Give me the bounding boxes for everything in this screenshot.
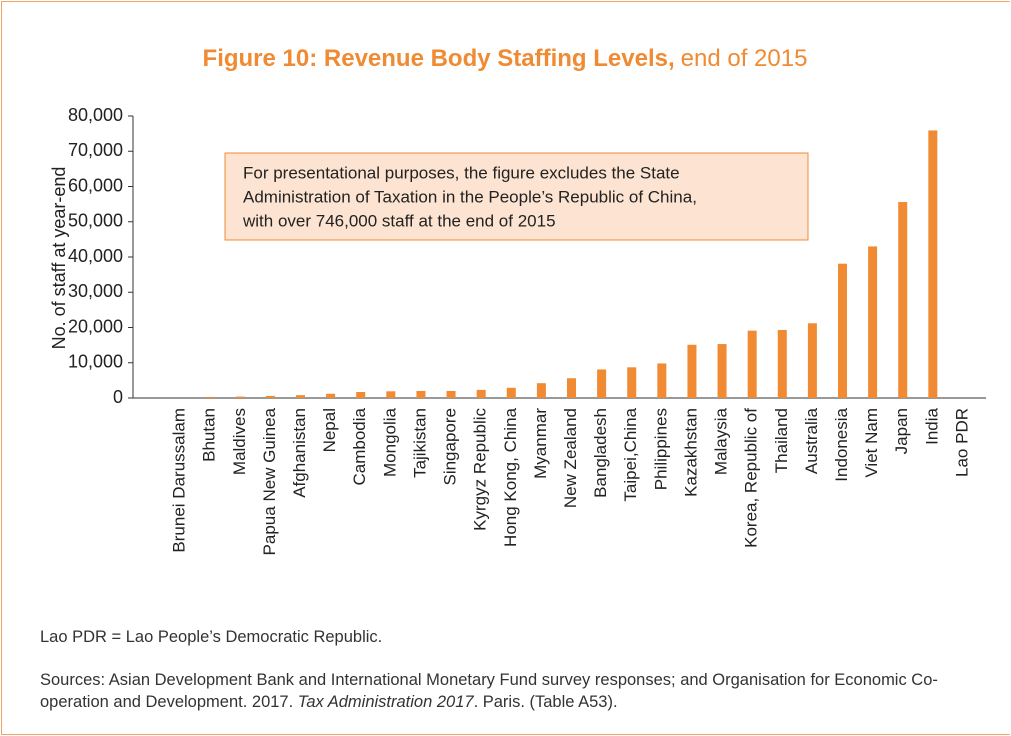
chart-heading: Figure 10: Revenue Body Staffing Levels,…	[203, 45, 808, 72]
annotation-line: For presentational purposes, the figure …	[243, 163, 680, 182]
bar	[687, 344, 697, 398]
x-tick-label: Philippines	[651, 408, 670, 490]
y-tick-label: 60,000	[68, 175, 123, 195]
x-tick-label: Bangladesh	[591, 408, 610, 498]
x-tick-label: Indonesia	[832, 407, 851, 481]
x-tick-label: Bhutan	[200, 408, 219, 462]
y-tick-label: 10,000	[68, 352, 123, 372]
x-tick-label: Japan	[892, 408, 911, 454]
annotation-box	[224, 152, 809, 241]
x-tick-label: Taipei,China	[621, 407, 640, 501]
annotation-line: with over 746,000 staff at the end of 20…	[242, 211, 556, 230]
x-tick-label: Kazakhstan	[681, 408, 700, 497]
x-tick-label: Brunei Darussalam	[170, 408, 189, 553]
bar	[476, 389, 486, 398]
bar	[747, 330, 757, 398]
bar	[567, 378, 576, 398]
y-tick-label: 70,000	[68, 140, 123, 160]
x-tick-label: India	[922, 407, 941, 444]
bar	[235, 396, 245, 398]
x-tick-label: Myanmar	[531, 408, 550, 479]
x-tick-label: Singapore	[441, 408, 460, 486]
bar	[898, 202, 908, 398]
bar	[627, 367, 637, 398]
x-tick-label: Malaysia	[712, 407, 731, 475]
bar	[446, 390, 456, 398]
bar	[807, 323, 817, 398]
x-tick-label: Afghanistan	[290, 408, 309, 498]
source-note: Sources: Asian Development Bank and Inte…	[40, 669, 990, 713]
x-tick-label: Australia	[802, 407, 821, 474]
bar	[657, 363, 667, 398]
y-axis-label: No. of staff at year-end	[49, 167, 69, 350]
bar	[597, 369, 607, 398]
x-tick-label: Lao PDR	[952, 408, 971, 477]
bar	[717, 344, 727, 398]
bar	[356, 392, 366, 398]
bar	[296, 395, 305, 398]
x-tick-label: Hong Kong, China	[501, 407, 520, 546]
chart-title: Figure 10: Revenue Body Staffing Levels,	[203, 45, 675, 72]
y-tick-label: 80,000	[68, 105, 123, 125]
bar	[265, 395, 275, 398]
bar	[326, 393, 336, 398]
bar	[506, 387, 516, 398]
bar	[386, 391, 396, 398]
y-tick-label: 50,000	[68, 211, 123, 231]
x-tick-label: Korea, Republic of	[742, 408, 761, 548]
x-tick-label: Kyrgyz Republic	[471, 408, 490, 531]
x-tick-label: Maldives	[230, 408, 249, 475]
source-text: . Paris. (Table A53).	[473, 693, 618, 711]
bar	[536, 383, 546, 398]
y-tick-label: 20,000	[68, 316, 123, 336]
bar	[777, 329, 787, 398]
y-tick-label: 0	[113, 387, 123, 407]
bar	[928, 130, 938, 398]
bar	[868, 246, 878, 398]
chart-subtitle: end of 2015	[681, 45, 808, 72]
y-tick-label: 40,000	[68, 246, 123, 266]
abbreviation-note: Lao PDR = Lao People’s Democratic Republ…	[40, 628, 383, 646]
x-tick-label: Tajikistan	[410, 408, 429, 478]
y-tick-label: 30,000	[68, 281, 123, 301]
annotation-line: Administration of Taxation in the People…	[243, 187, 697, 206]
source-title: Tax Administration 2017	[297, 693, 474, 711]
bar	[416, 390, 426, 398]
bar	[205, 396, 215, 398]
chart: Figure 10: Revenue Body Staffing Levels,…	[49, 45, 986, 555]
x-tick-label: Nepal	[320, 408, 339, 452]
x-tick-label: Cambodia	[350, 407, 369, 485]
x-tick-label: Mongolia	[380, 407, 399, 477]
x-tick-label: Viet Nam	[862, 408, 881, 478]
source-text: Sources: Asian Development Bank and Inte…	[40, 671, 938, 711]
x-tick-label: New Zealand	[561, 408, 580, 508]
x-tick-label: Thailand	[772, 408, 791, 473]
bar	[838, 263, 847, 398]
x-tick-label: Papua New Guinea	[260, 407, 279, 555]
